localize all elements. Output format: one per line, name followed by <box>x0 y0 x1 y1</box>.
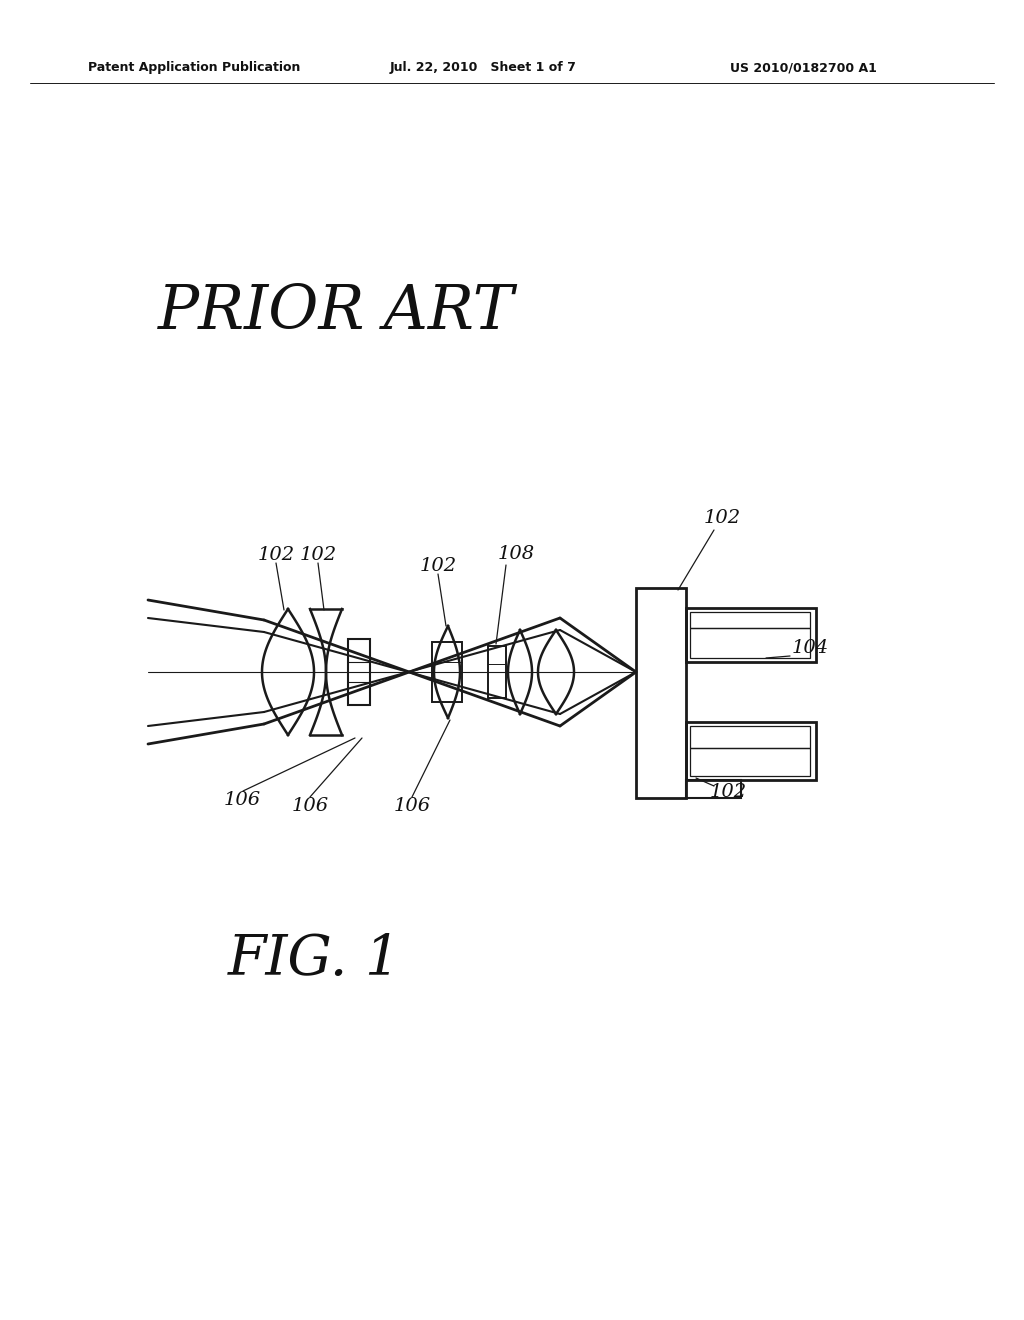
Bar <box>432 642 462 702</box>
Text: FIG. 1: FIG. 1 <box>228 933 401 987</box>
Text: 102: 102 <box>420 557 457 576</box>
Text: 102: 102 <box>300 546 337 564</box>
Bar <box>690 726 810 748</box>
Text: 102: 102 <box>258 546 295 564</box>
Text: 104: 104 <box>792 639 829 657</box>
Text: 108: 108 <box>498 545 536 564</box>
Text: 102: 102 <box>705 510 741 527</box>
Bar <box>636 587 686 799</box>
Bar <box>488 645 506 698</box>
Text: PRIOR ART: PRIOR ART <box>158 282 514 342</box>
Text: US 2010/0182700 A1: US 2010/0182700 A1 <box>730 62 877 74</box>
Text: Patent Application Publication: Patent Application Publication <box>88 62 300 74</box>
Bar <box>686 609 816 663</box>
Bar <box>690 628 810 657</box>
Bar <box>690 748 810 776</box>
Bar <box>348 639 370 705</box>
Text: 106: 106 <box>394 797 431 814</box>
Text: 102: 102 <box>710 783 748 801</box>
Bar <box>690 612 810 628</box>
Text: 106: 106 <box>224 791 261 809</box>
Bar <box>686 722 816 780</box>
Text: Jul. 22, 2010   Sheet 1 of 7: Jul. 22, 2010 Sheet 1 of 7 <box>390 62 577 74</box>
Bar <box>686 780 741 799</box>
Text: 106: 106 <box>292 797 329 814</box>
